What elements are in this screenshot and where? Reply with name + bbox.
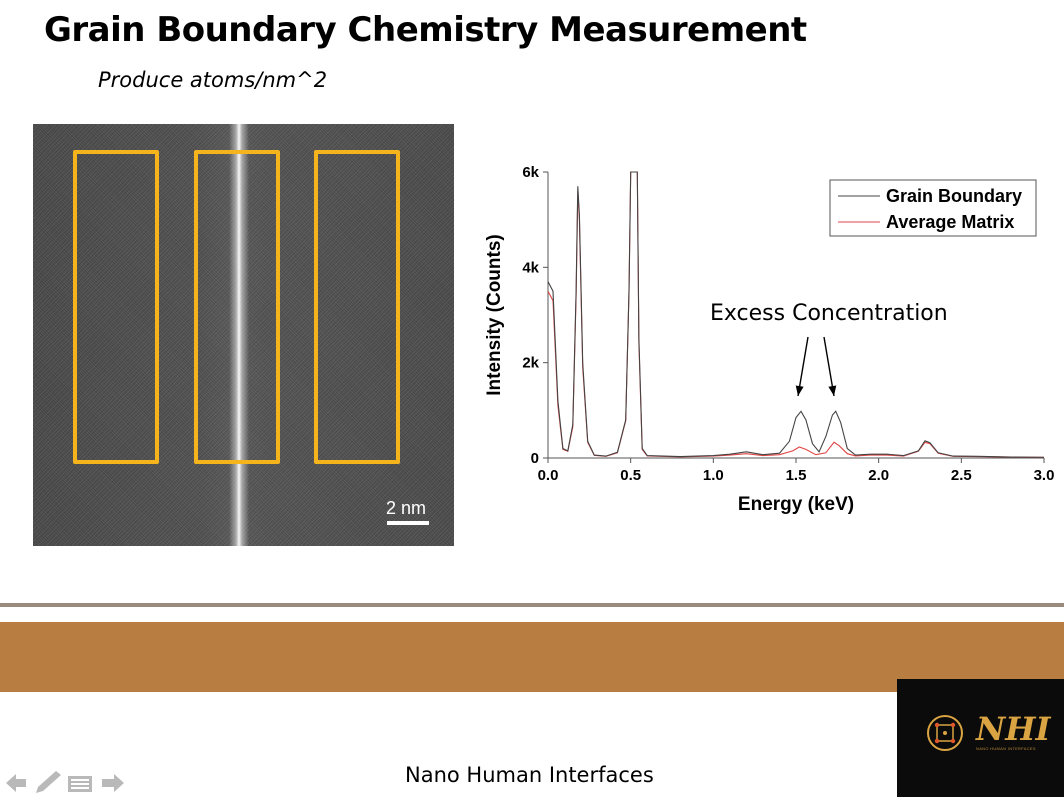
grain-boundary-line xyxy=(229,124,249,546)
annotation-arrowhead xyxy=(828,385,837,396)
chart-series xyxy=(547,171,1045,458)
chart-legend: Grain Boundary Average Matrix xyxy=(829,179,1037,237)
scale-bar-label: 2 nm xyxy=(386,498,427,518)
scale-bar xyxy=(387,521,429,525)
roi-box-left xyxy=(73,150,159,464)
logo-subtext: NANO HUMAN INTERFACES xyxy=(976,746,1036,751)
y-tick-label: 2k xyxy=(522,355,539,372)
stem-micrograph: 2 nm xyxy=(33,124,454,546)
legend-entry: Grain Boundary xyxy=(886,186,1022,206)
y-tick-label: 6k xyxy=(522,164,539,181)
logo-text: NHI xyxy=(976,710,1051,748)
slide-subtitle: Produce atoms/nm^2 xyxy=(98,68,328,92)
roi-box-right xyxy=(314,150,400,464)
legend-entry: Average Matrix xyxy=(886,212,1014,232)
y-axis-label: Intensity (Counts) xyxy=(484,234,505,396)
slide-nav-controls xyxy=(6,771,124,793)
footer-divider xyxy=(0,603,1064,607)
annotation-arrowhead xyxy=(795,385,804,396)
x-tick-label: 2.5 xyxy=(951,467,972,484)
nhi-logo xyxy=(897,679,1064,797)
series-line-grain-boundary xyxy=(547,171,1045,458)
x-axis-label: Energy (keV) xyxy=(738,494,854,515)
x-tick-label: 1.0 xyxy=(703,467,724,484)
y-tick-label: 4k xyxy=(522,259,539,276)
logo-emblem-icon xyxy=(927,715,963,751)
x-tick-label: 0.0 xyxy=(538,467,559,484)
x-tick-label: 2.0 xyxy=(868,467,889,484)
pencil-icon[interactable] xyxy=(36,771,61,793)
x-tick-label: 1.5 xyxy=(786,467,807,484)
menu-icon[interactable] xyxy=(68,776,92,792)
chart-axes: 0.0 0.5 1.0 1.5 2.0 2.5 3.0 0 2k 4k 6k Energy (keV)… xyxy=(484,164,1054,515)
roi-box-center xyxy=(194,150,280,464)
annotation-arrows xyxy=(795,336,837,397)
slide-title: Grain Boundary Chemistry Measurement xyxy=(44,10,807,50)
x-tick-label: 3.0 xyxy=(1034,467,1055,484)
footer-band xyxy=(0,622,1064,692)
excess-concentration-label: Excess Concentration xyxy=(710,301,948,326)
x-tick-label: 0.5 xyxy=(620,467,641,484)
back-arrow-icon[interactable] xyxy=(6,774,26,792)
legend-box xyxy=(829,179,1037,237)
footer-text: Nano Human Interfaces xyxy=(405,763,654,787)
eds-spectrum-chart: 0.0 0.5 1.0 1.5 2.0 2.5 3.0 0 2k 4k 6k Energy (keV)… xyxy=(484,164,1054,515)
forward-arrow-icon[interactable] xyxy=(102,774,124,792)
y-tick-label: 0 xyxy=(531,450,539,467)
